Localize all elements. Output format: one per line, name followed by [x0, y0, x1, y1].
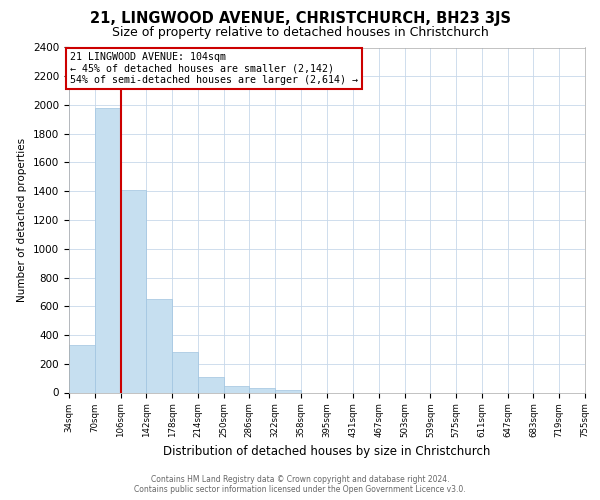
Bar	[95, 108, 121, 393]
Bar	[146, 299, 172, 392]
Text: Size of property relative to detached houses in Christchurch: Size of property relative to detached ho…	[112, 26, 488, 39]
X-axis label: Distribution of detached houses by size in Christchurch: Distribution of detached houses by size …	[163, 446, 491, 458]
Y-axis label: Number of detached properties: Number of detached properties	[17, 138, 28, 302]
Bar	[172, 352, 198, 393]
Bar	[250, 388, 275, 392]
Bar	[69, 345, 95, 393]
Text: 21, LINGWOOD AVENUE, CHRISTCHURCH, BH23 3JS: 21, LINGWOOD AVENUE, CHRISTCHURCH, BH23 …	[89, 11, 511, 26]
Bar	[198, 378, 224, 392]
Bar	[224, 386, 250, 392]
Text: Contains HM Land Registry data © Crown copyright and database right 2024.
Contai: Contains HM Land Registry data © Crown c…	[134, 474, 466, 494]
Bar	[275, 390, 301, 392]
Text: 21 LINGWOOD AVENUE: 104sqm
← 45% of detached houses are smaller (2,142)
54% of s: 21 LINGWOOD AVENUE: 104sqm ← 45% of deta…	[70, 52, 358, 85]
Bar	[121, 190, 146, 392]
